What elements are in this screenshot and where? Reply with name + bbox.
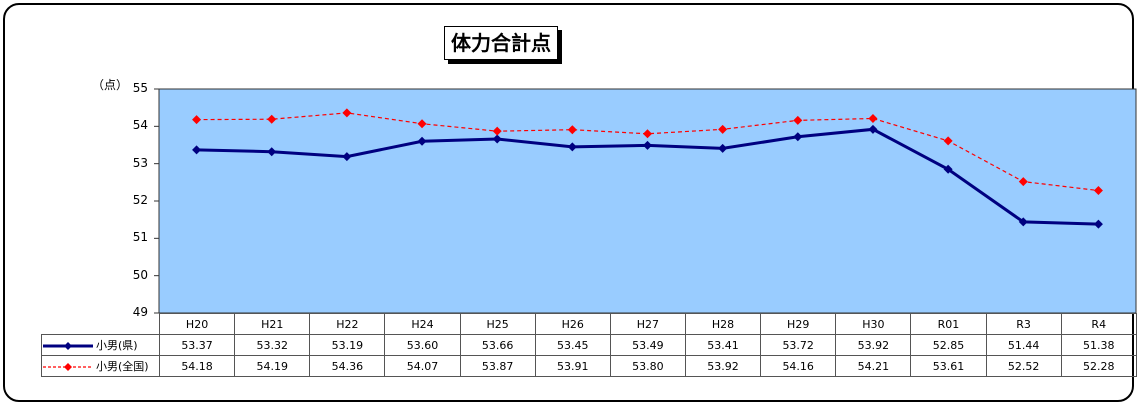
data-label-series-2: 53.92: [684, 355, 762, 377]
data-label-series-2: 53.87: [459, 355, 536, 377]
data-point-series-2: [868, 113, 878, 123]
data-label-series-1: 53.49: [609, 334, 686, 356]
plot-area: [158, 88, 1137, 314]
y-tick-label: 55: [132, 81, 148, 95]
data-point-series-2: [793, 115, 803, 125]
table-header-row: H20 H21 H22 H24 H25 H26 H27 H28 H29 H30 R01 R3 R4: [41, 313, 1137, 335]
x-tick-label: H29: [760, 313, 837, 335]
table-corner: [41, 313, 160, 335]
data-point-series-2: [267, 114, 277, 124]
data-point-series-1: [192, 145, 202, 155]
y-tick-label: 50: [132, 267, 148, 282]
data-point-series-1: [492, 134, 502, 144]
y-tick-label: 54: [132, 118, 148, 133]
table-row-series-2: 小男(全国) 54.18 54.19 54.36 54.07 53.87 53.91 53.…: [41, 355, 1137, 377]
data-label-series-1: 53.92: [835, 334, 912, 356]
data-point-series-1: [1018, 217, 1028, 227]
data-label-series-2: 52.52: [985, 355, 1062, 377]
legend-label-series-1: 小男(県): [96, 339, 138, 352]
data-point-series-1: [1093, 219, 1103, 229]
data-point-series-1: [718, 143, 728, 153]
data-point-series-1: [342, 152, 352, 162]
data-label-series-1: 51.44: [985, 334, 1062, 356]
x-tick-label: H24: [384, 313, 461, 335]
data-point-series-2: [192, 115, 202, 125]
data-point-series-2: [492, 126, 502, 136]
data-label-series-2: 54.07: [384, 355, 461, 377]
data-point-series-1: [567, 142, 577, 152]
y-tick-label: 51: [132, 230, 148, 245]
table-row-series-1: 小男(県) 53.37 53.32 53.19 53.60 53.66 53.45 53.4…: [41, 334, 1137, 356]
x-tick-label: H21: [234, 313, 311, 335]
data-label-series-2: 52.28: [1060, 355, 1137, 377]
x-tick-label: H26: [534, 313, 611, 335]
legend-series-1: 小男(県): [41, 334, 160, 356]
data-label-series-2: 53.91: [534, 355, 611, 377]
data-table: H20 H21 H22 H24 H25 H26 H27 H28 H29 H30 R01 R3 R4 小男…: [41, 313, 1137, 377]
data-point-series-1: [417, 136, 427, 146]
data-label-series-1: 53.37: [158, 334, 236, 356]
data-label-series-2: 54.19: [234, 355, 311, 377]
legend-series-2: 小男(全国): [41, 355, 160, 377]
y-tick-label: 53: [132, 155, 148, 170]
data-label-series-1: 52.85: [910, 334, 987, 356]
data-label-series-2: 54.16: [760, 355, 837, 377]
data-label-series-1: 53.32: [234, 334, 311, 356]
data-label-series-1: 53.60: [384, 334, 461, 356]
y-tick-label: 52: [132, 193, 148, 207]
data-point-series-1: [643, 140, 652, 150]
x-tick-label: H30: [835, 313, 912, 335]
data-point-series-2: [1093, 186, 1103, 196]
y-axis-unit: （点）: [92, 78, 129, 92]
data-label-series-2: 54.21: [835, 355, 912, 377]
data-label-series-1: 53.72: [760, 334, 837, 356]
data-point-series-1: [793, 132, 803, 142]
x-tick-label: H22: [309, 313, 386, 335]
x-tick-label: R4: [1060, 313, 1137, 335]
data-label-series-1: 51.38: [1060, 334, 1137, 356]
x-tick-label: R01: [910, 313, 987, 335]
x-tick-label: R3: [985, 313, 1062, 335]
x-tick-label: H27: [609, 313, 686, 335]
data-label-series-1: 53.45: [534, 334, 611, 356]
data-point-series-1: [267, 147, 277, 157]
data-point-series-2: [342, 108, 352, 118]
legend-swatch-series-2: [43, 363, 93, 371]
data-label-series-1: 53.66: [459, 334, 536, 356]
data-point-series-1: [868, 124, 878, 134]
data-label-series-2: 54.36: [309, 355, 386, 377]
data-point-series-2: [718, 124, 728, 134]
x-tick-label: H28: [684, 313, 762, 335]
data-point-series-2: [643, 129, 652, 139]
data-point-series-2: [567, 125, 577, 135]
x-tick-label: H20: [158, 313, 236, 335]
data-label-series-1: 53.19: [309, 334, 386, 356]
x-tick-label: H25: [459, 313, 536, 335]
legend-swatch-series-1: [43, 342, 93, 350]
data-point-series-1: [943, 164, 953, 174]
data-point-series-2: [417, 119, 427, 129]
data-label-series-2: 53.61: [910, 355, 987, 377]
chart-title: 体力合計点: [444, 26, 558, 60]
data-label-series-1: 53.41: [684, 334, 762, 356]
data-point-series-2: [1018, 177, 1028, 187]
legend-label-series-2: 小男(全国): [96, 360, 149, 373]
data-label-series-2: 53.80: [609, 355, 686, 377]
data-point-series-2: [943, 136, 953, 146]
data-label-series-2: 54.18: [158, 355, 236, 377]
